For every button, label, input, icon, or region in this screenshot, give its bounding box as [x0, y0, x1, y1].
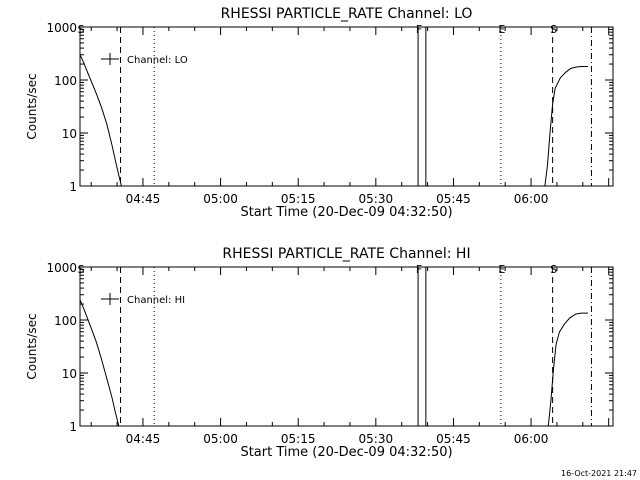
plot-frame: [79, 266, 614, 427]
chart-panel-2: RHESSI PARTICLE_RATE Channel: HI 1 10 100 10…: [25, 246, 614, 460]
y-tick-label: 10: [62, 367, 77, 381]
chart-title: RHESSI PARTICLE_RATE Channel: LO: [221, 6, 473, 22]
x-axis-label: Start Time (20-Dec-09 04:32:50): [240, 445, 452, 460]
x-tick-label: 05:30: [359, 432, 394, 446]
event-marker-label: S: [78, 23, 85, 36]
y-tick-label: 100: [54, 74, 77, 88]
series-line: [79, 54, 122, 187]
x-tick-label: 04:45: [126, 432, 161, 446]
event-marker-label: F: [416, 263, 422, 276]
x-tick-label: 05:00: [203, 432, 238, 446]
x-tick-label: 05:15: [281, 432, 316, 446]
x-tick-label: 05:30: [359, 192, 394, 206]
footer-timestamp: 16-Oct-2021 21:47: [561, 469, 637, 478]
series-line: [544, 66, 588, 187]
event-marker-label: F: [416, 23, 422, 36]
legend-entry: Channel: HI: [127, 295, 185, 306]
x-tick-label: 05:15: [281, 192, 316, 206]
y-axis-label: Counts/sec: [25, 313, 39, 379]
x-tick-label: 06:00: [514, 432, 549, 446]
event-marker-label: S: [78, 263, 85, 276]
x-axis-label: Start Time (20-Dec-09 04:32:50): [240, 205, 452, 220]
chart-panel-1: RHESSI PARTICLE_RATE Channel: LO 1 10 100 10…: [25, 6, 614, 220]
x-tick-label: 05:00: [203, 192, 238, 206]
y-axis-label: Counts/sec: [25, 73, 39, 139]
y-tick-label: 1: [69, 420, 77, 434]
event-marker-label: E: [498, 23, 505, 36]
chart-title: RHESSI PARTICLE_RATE Channel: HI: [222, 246, 470, 262]
plot-frame: [79, 26, 614, 187]
y-tick-label: 10: [62, 127, 77, 141]
y-tick-label: 1000: [46, 261, 77, 275]
event-marker-label: S: [550, 23, 557, 36]
series-line: [79, 299, 120, 427]
x-tick-label: 04:45: [126, 192, 161, 206]
event-marker-label: E: [498, 263, 505, 276]
y-tick-label: 1000: [46, 21, 77, 35]
x-tick-label: 05:45: [436, 432, 471, 446]
y-tick-label: 1: [69, 180, 77, 194]
legend-entry: Channel: LO: [127, 55, 188, 66]
event-marker-label: S: [550, 263, 557, 276]
x-tick-label: 06:00: [514, 192, 549, 206]
x-tick-label: 05:45: [436, 192, 471, 206]
series-line: [547, 312, 588, 427]
y-tick-label: 100: [54, 314, 77, 328]
